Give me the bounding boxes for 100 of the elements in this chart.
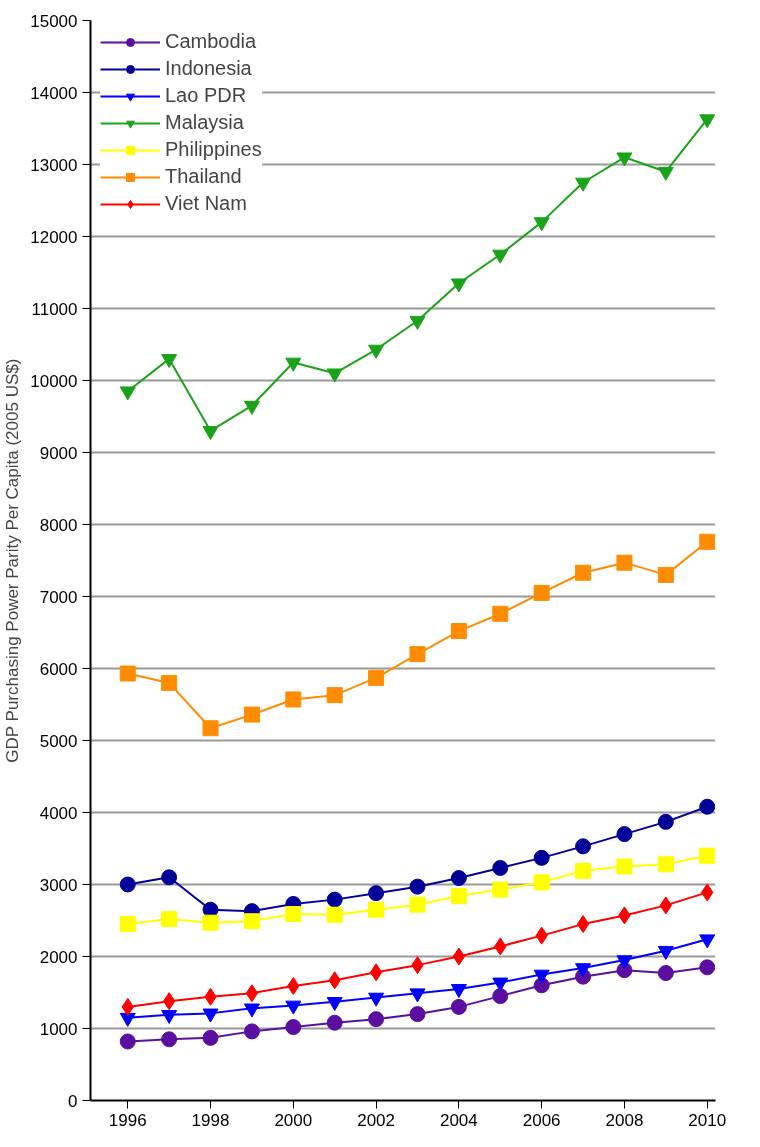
point: [161, 1009, 178, 1024]
y-tick-label: 13000: [30, 155, 78, 175]
point: [326, 906, 343, 923]
point: [368, 344, 385, 359]
point: [699, 847, 716, 864]
point: [202, 914, 219, 931]
point: [575, 177, 592, 192]
point: [368, 901, 385, 918]
point: [409, 315, 426, 330]
y-tick-label: 8000: [39, 515, 78, 535]
y-tick-label: 2000: [39, 947, 78, 967]
point: [202, 1029, 219, 1046]
y-tick-label: 1000: [39, 1019, 78, 1039]
point: [409, 896, 426, 913]
legend-label: Philippines: [165, 138, 262, 161]
point: [119, 916, 136, 933]
point: [202, 901, 219, 918]
legend-label: Indonesia: [165, 57, 252, 80]
point: [575, 838, 592, 855]
x-tick-label: 1996: [108, 1110, 147, 1130]
point: [699, 959, 716, 976]
x-tick-label: 1998: [191, 1110, 230, 1130]
point: [368, 992, 385, 1007]
point: [575, 862, 592, 879]
point: [450, 870, 467, 887]
y-tick-label: 15000: [30, 11, 78, 31]
point: [161, 1031, 178, 1048]
point: [657, 566, 674, 583]
y-tick-label: 10000: [30, 371, 78, 391]
y-tick-label: 0: [68, 1091, 78, 1111]
y-tick-label: 5000: [39, 731, 78, 751]
point: [368, 885, 385, 902]
point: [285, 691, 302, 708]
point: [161, 869, 178, 886]
point: [285, 906, 302, 923]
point: [409, 878, 426, 895]
point: [533, 969, 550, 984]
point: [616, 152, 633, 167]
y-tick-label: 4000: [39, 803, 78, 823]
y-tick-label: 9000: [39, 443, 78, 463]
point: [576, 915, 590, 934]
point: [409, 1006, 426, 1023]
point: [243, 400, 260, 415]
point: [492, 988, 509, 1005]
point: [119, 876, 136, 893]
point: [368, 669, 385, 686]
point: [450, 998, 467, 1015]
point: [285, 1019, 302, 1036]
point: [409, 646, 426, 663]
point: [533, 217, 550, 232]
point: [533, 874, 550, 891]
legend-label: Viet Nam: [165, 192, 247, 215]
point: [161, 354, 178, 369]
point: [119, 665, 136, 682]
x-tick-label: 2010: [688, 1110, 727, 1130]
point: [450, 278, 467, 293]
y-tick-label: 6000: [39, 659, 78, 679]
y-tick-label: 11000: [31, 299, 78, 319]
point: [162, 992, 176, 1011]
legend-label: Thailand: [165, 165, 242, 188]
point: [326, 368, 343, 383]
point: [202, 720, 219, 737]
x-tick-label: 2004: [439, 1110, 478, 1130]
point: [285, 357, 302, 372]
point: [326, 687, 343, 704]
point: [369, 963, 383, 982]
point: [616, 858, 633, 875]
point: [699, 798, 716, 815]
point: [616, 554, 633, 571]
y-tick-label: 3000: [39, 875, 78, 895]
point: [119, 1033, 136, 1050]
point: [657, 945, 674, 960]
point: [492, 249, 509, 264]
y-tick-label: 7000: [39, 587, 78, 607]
point: [616, 826, 633, 843]
point: [533, 584, 550, 601]
x-tick-label: 2000: [274, 1110, 313, 1130]
point: [452, 947, 466, 966]
legend-label: Lao PDR: [165, 84, 247, 107]
point: [657, 813, 674, 830]
point: [161, 674, 178, 691]
point: [326, 891, 343, 908]
point: [657, 166, 674, 181]
point: [575, 564, 592, 581]
point: [243, 706, 260, 723]
point: [699, 114, 716, 129]
point: [533, 849, 550, 866]
legend-label: Malaysia: [165, 111, 244, 134]
x-tick-label: 2008: [605, 1110, 644, 1130]
point: [368, 1011, 385, 1028]
point: [450, 623, 467, 640]
point: [657, 856, 674, 873]
y-tick-label: 14000: [30, 83, 78, 103]
legend-label: Cambodia: [165, 30, 257, 53]
point: [326, 1014, 343, 1031]
y-tick-label: 12000: [30, 227, 78, 247]
point: [699, 533, 716, 550]
point: [243, 913, 260, 930]
point: [450, 888, 467, 905]
y-axis-title: GDP Purchasing Power Parity Per Capita (2005 US$): [3, 358, 23, 763]
